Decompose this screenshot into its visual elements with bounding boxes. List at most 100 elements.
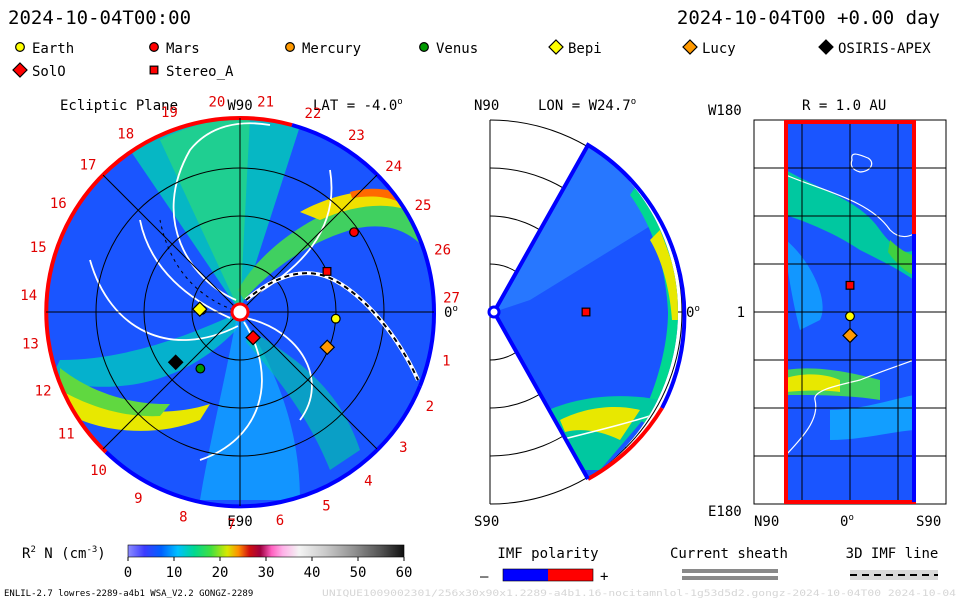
carrington-label-6: 6	[276, 513, 284, 529]
carrington-label-26: 26	[434, 243, 451, 259]
colorbar-gradient	[127, 544, 405, 558]
legend-venus-marker	[419, 42, 429, 52]
carrington-label-17: 17	[80, 157, 97, 173]
ecliptic-objects	[167, 227, 359, 374]
carrington-label-2: 2	[426, 399, 434, 415]
colorbar-tick-30: 30	[258, 565, 275, 581]
lon-label: LON = W24.7o	[538, 97, 636, 114]
ecliptic-earth-marker	[330, 313, 341, 324]
imf-plus: +	[600, 569, 608, 585]
carrington-label-22: 22	[304, 106, 321, 122]
sphere-lucy-marker	[842, 327, 858, 344]
imf-polarity-label: IMF polarity	[497, 546, 598, 562]
ecliptic-solo-marker	[245, 329, 261, 346]
legend-solo-marker	[12, 62, 28, 78]
carrington-label-15: 15	[30, 240, 47, 256]
legend-mercury-label: Mercury	[302, 41, 361, 57]
sun-marker	[230, 302, 250, 322]
sphere-earth-marker	[845, 311, 855, 322]
ecliptic-lucy-marker	[319, 339, 336, 356]
current-sheath-legend: Current sheath	[670, 546, 788, 580]
legend-bepi-marker	[548, 39, 564, 55]
sph-x-left: N90	[754, 514, 779, 530]
mer-right-label: 0o	[686, 304, 700, 321]
carrington-label-21: 21	[257, 95, 274, 111]
sphere-stereo-a-marker	[845, 280, 855, 290]
footer-left: ENLIL-2.7 lowres-2289-a4b1 WSA_V2.2 GONG…	[4, 589, 253, 599]
colorbar-tick-50: 50	[350, 565, 367, 581]
meridional-stereo-a-marker	[581, 307, 591, 317]
carrington-label-20: 20	[208, 94, 225, 110]
colorbar: R2 N (cm-3) 0 10 20 30 40 50 60	[22, 544, 413, 581]
mer-polarity-red	[587, 406, 664, 481]
mer-polarity-lower	[492, 311, 590, 480]
legend-lucy-label: Lucy	[702, 41, 736, 57]
carrington-label-7: 7	[227, 517, 235, 533]
legend-earth-label: Earth	[32, 41, 74, 57]
imf-minus: –	[480, 569, 489, 585]
sph-bottom-left: E180	[708, 504, 742, 520]
r-label: R = 1.0 AU	[802, 98, 886, 114]
legend-mars-label: Mars	[166, 41, 200, 57]
carrington-label-4: 4	[364, 474, 372, 490]
imf-line-legend: 3D IMF line	[846, 546, 939, 580]
footer-right: UNIQUE1009002301/256x30x90x1.2289-a4b1.1…	[322, 589, 956, 599]
colorbar-label: R2 N (cm-3)	[22, 545, 106, 562]
carrington-label-5: 5	[322, 499, 330, 515]
mer-top-label: N90	[474, 98, 499, 114]
carrington-label-12: 12	[35, 384, 52, 400]
colorbar-tick-20: 20	[212, 565, 229, 581]
mer-sun-marker	[487, 305, 501, 319]
meridional-objects	[581, 307, 591, 317]
mer-bottom-label: S90	[474, 514, 499, 530]
carrington-label-13: 13	[22, 337, 39, 353]
carrington-label-10: 10	[90, 463, 107, 479]
sph-x-mid: 0o	[840, 513, 854, 530]
legend-bepi-label: Bepi	[568, 41, 602, 57]
colorbar-tick-60: 60	[396, 565, 413, 581]
meridional-panel: N90 LON = W24.7o S90 0o	[474, 97, 700, 530]
object-legend: Earth Mars Mercury Venus Bepi Lucy OSIRIS-APEX…	[12, 39, 931, 80]
ecliptic-osiris-apex-marker	[167, 354, 184, 371]
carrington-label-19: 19	[161, 105, 178, 121]
carrington-label-23: 23	[348, 128, 365, 144]
imf-polarity-legend: IMF polarity – +	[480, 546, 608, 585]
ecliptic-right-label: 0o	[444, 304, 458, 321]
carrington-label-9: 9	[134, 491, 142, 507]
carrington-label-25: 25	[415, 198, 432, 214]
imf-line-label: 3D IMF line	[846, 546, 939, 562]
sph-mid-left: 1	[737, 305, 745, 321]
legend-osiris-apex-label: OSIRIS-APEX	[838, 41, 931, 57]
carrington-label-3: 3	[399, 440, 407, 456]
legend-solo-label: SolO	[32, 64, 66, 80]
ecliptic-bepi-marker	[191, 301, 208, 318]
legend-venus-label: Venus	[436, 41, 478, 57]
current-sheath-label: Current sheath	[670, 546, 788, 562]
ecliptic-polarity-ring	[44, 116, 437, 509]
carrington-label-1: 1	[442, 353, 450, 369]
carrington-label-11: 11	[58, 426, 75, 442]
mer-polarity-outer	[492, 142, 687, 409]
carrington-label-16: 16	[50, 196, 67, 212]
colorbar-tick-10: 10	[166, 565, 183, 581]
carrington-label-8: 8	[179, 509, 187, 525]
sph-top-left: W180	[708, 103, 742, 119]
ecliptic-top-label: W90	[227, 98, 252, 114]
ecliptic-venus-marker	[195, 363, 206, 374]
legend-mars-marker	[149, 42, 159, 52]
ecliptic-mars-marker	[349, 227, 359, 238]
ecliptic-title: Ecliptic Plane	[60, 98, 178, 114]
legend-stereo-a-label: Stereo_A	[166, 64, 234, 80]
legend-lucy-marker	[682, 39, 698, 55]
legend-osiris-apex-marker	[818, 39, 834, 55]
carrington-label-24: 24	[385, 159, 402, 175]
date-left: 2024-10-04T00:00	[8, 7, 191, 29]
imf-toward-swatch	[503, 569, 548, 581]
carrington-label-18: 18	[117, 127, 134, 143]
legend-mercury-marker	[285, 42, 295, 52]
lat-label: LAT = -4.0o	[313, 97, 403, 114]
carrington-label-14: 14	[20, 288, 37, 304]
imf-away-swatch	[548, 569, 593, 581]
